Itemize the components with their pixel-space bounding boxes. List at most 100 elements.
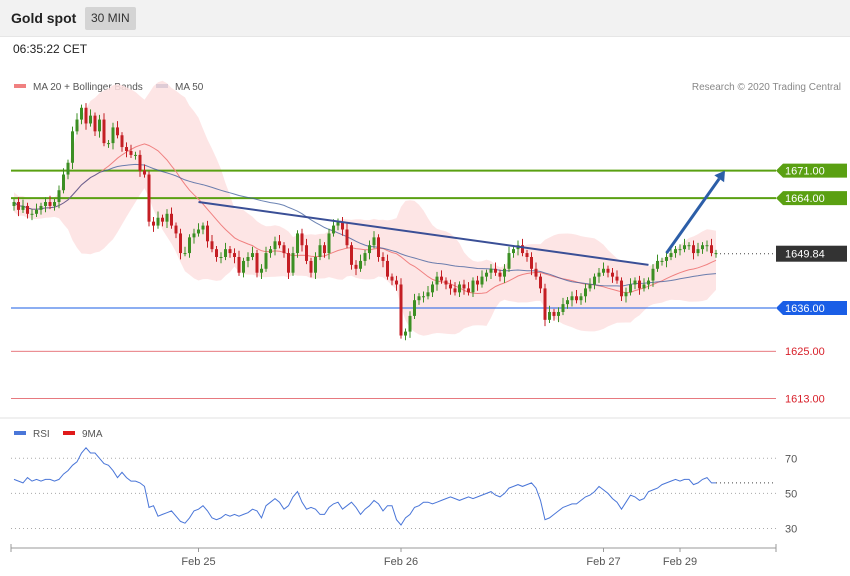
candle-up <box>264 253 268 269</box>
forecast-arrow-head <box>714 170 725 183</box>
candle-down <box>129 150 133 155</box>
candle-up <box>584 288 587 297</box>
candle-up <box>363 253 367 261</box>
candle-up <box>507 253 511 269</box>
candle-up <box>188 237 191 254</box>
candle-down <box>309 260 313 273</box>
candle-down <box>210 241 214 250</box>
candle-down <box>615 276 619 281</box>
candle-down <box>147 174 151 222</box>
rsi-tick-label: 30 <box>785 523 797 535</box>
candle-down <box>494 268 497 273</box>
legend-swatch-ma20 <box>14 84 26 88</box>
candle-up <box>89 115 92 124</box>
candle-down <box>278 241 281 246</box>
candle-up <box>705 245 709 247</box>
legend-label-rsi: RSI <box>33 429 50 440</box>
candle-down <box>449 284 452 289</box>
candle-down <box>125 147 128 151</box>
candle-down <box>521 245 524 254</box>
candle-up <box>687 245 691 247</box>
candle-up <box>336 221 340 226</box>
candle-down <box>233 253 236 257</box>
x-axis-ticks: Feb 25 Feb 26 Feb 27 Feb 29 <box>181 548 697 568</box>
candle-down <box>287 253 290 273</box>
support-label: 1625.00 <box>785 346 825 358</box>
candle-down <box>48 202 52 206</box>
annotations <box>198 170 725 266</box>
legend-label-9ma: 9MA <box>82 429 103 440</box>
candle-down <box>399 284 403 336</box>
x-tick-label: Feb 27 <box>586 556 620 568</box>
candle-up <box>192 233 196 238</box>
candle-up <box>111 127 115 144</box>
candle-up <box>588 284 592 289</box>
candle-down <box>620 280 623 297</box>
candle-up <box>417 296 421 301</box>
rsi-line <box>13 447 716 526</box>
candle-up <box>458 284 461 293</box>
candle-down <box>534 268 538 277</box>
legend-swatch-9ma <box>63 431 75 435</box>
candle-down <box>179 233 182 254</box>
candle-down <box>323 245 326 254</box>
candle-down <box>84 107 88 124</box>
credit-text: Research © 2020 Trading Central <box>692 82 841 93</box>
candle-down <box>228 249 232 254</box>
candle-up <box>647 280 650 285</box>
candle-up <box>57 190 61 203</box>
candle-up <box>656 260 659 269</box>
candle-down <box>120 135 124 148</box>
candle-down <box>255 253 259 273</box>
candle-up <box>314 257 317 273</box>
candle-up <box>327 233 331 254</box>
candle-down <box>638 280 641 289</box>
candle-up <box>21 205 25 210</box>
candle-up <box>39 205 43 210</box>
candle-down <box>237 257 241 273</box>
candle-up <box>426 292 430 297</box>
candle-down <box>386 260 389 277</box>
candle-up <box>107 143 110 145</box>
candle-up <box>471 280 475 293</box>
candle-up <box>273 241 277 250</box>
candle-down <box>390 276 394 281</box>
candle-up <box>422 296 425 298</box>
candle-up <box>12 202 16 206</box>
candle-down <box>354 264 358 269</box>
candle-down <box>539 276 542 289</box>
candle-up <box>44 202 47 206</box>
rsi-tick-label: 70 <box>785 453 797 465</box>
candlesticks <box>12 103 718 341</box>
candle-up <box>633 280 637 285</box>
support-label: 1613.00 <box>785 393 825 405</box>
candle-down <box>692 245 695 254</box>
candle-up <box>269 249 272 254</box>
rsi-tick-label: 50 <box>785 488 797 500</box>
candle-down <box>341 221 344 230</box>
candle-down <box>453 288 457 293</box>
candle-up <box>251 253 254 257</box>
candle-up <box>714 253 718 255</box>
candle-down <box>282 245 286 254</box>
timeframe-badge[interactable]: 30 MIN <box>85 7 136 30</box>
legend-label-ma50: MA 50 <box>175 82 204 93</box>
candle-up <box>404 331 407 336</box>
candle-up <box>629 284 632 293</box>
candle-up <box>296 233 299 254</box>
resistance-tag <box>776 163 847 178</box>
candle-down <box>174 225 178 234</box>
resistance-tag <box>776 191 847 206</box>
candle-down <box>305 245 308 261</box>
legend-swatch-rsi <box>14 431 26 435</box>
candle-up <box>660 260 664 262</box>
x-tick-label: Feb 25 <box>181 556 215 568</box>
candle-down <box>170 213 173 226</box>
candle-down <box>710 245 713 254</box>
candle-up <box>624 292 628 297</box>
candle-up <box>669 253 673 257</box>
rsi-panel: 70 50 30 <box>11 447 797 535</box>
candle-down <box>611 272 614 277</box>
candle-up <box>701 245 704 250</box>
